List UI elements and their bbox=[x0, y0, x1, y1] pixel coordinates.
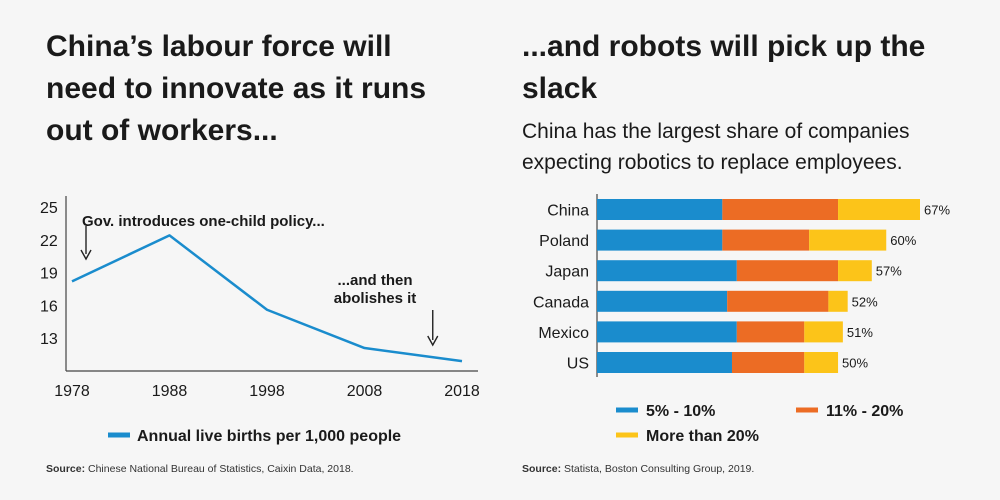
right-chart-title: ...and robots will pick up the slack bbox=[522, 30, 926, 105]
category-label: Poland bbox=[539, 233, 589, 250]
x-tick-label: 1978 bbox=[54, 383, 90, 400]
bar-segment bbox=[597, 229, 723, 251]
bar-segment bbox=[736, 260, 839, 282]
bar-segment bbox=[722, 229, 810, 251]
bar-segment bbox=[597, 199, 723, 220]
left-chart-title: China’s labour force will need to innova… bbox=[46, 30, 427, 147]
annotation-arrow-head bbox=[80, 249, 92, 261]
bar-segment bbox=[828, 290, 848, 312]
bar-total-label: 51% bbox=[847, 325, 873, 340]
left-source-note: Source: Chinese National Bureau of Stati… bbox=[46, 463, 354, 475]
y-tick-label: 13 bbox=[40, 331, 58, 348]
right-source-note: Source: Statista, Boston Consulting Grou… bbox=[522, 463, 754, 475]
bar-segment bbox=[804, 321, 843, 343]
y-tick-label: 22 bbox=[40, 233, 58, 250]
bar-segment bbox=[736, 321, 805, 343]
right-chart-subtitle: China has the largest share of companies… bbox=[522, 120, 910, 174]
bar-segment bbox=[597, 352, 732, 373]
bar-total-label: 50% bbox=[842, 356, 868, 371]
legend-label-births: Annual live births per 1,000 people bbox=[137, 428, 401, 445]
right-source-text: Statista, Boston Consulting Group, 2019. bbox=[561, 463, 755, 475]
bar-segment bbox=[597, 260, 737, 282]
category-label: Japan bbox=[545, 264, 589, 281]
bar-segment bbox=[804, 352, 839, 373]
legend-label: 11% - 20% bbox=[826, 403, 903, 420]
bar-segment bbox=[809, 229, 887, 251]
x-tick-label: 2018 bbox=[444, 383, 480, 400]
category-label: Mexico bbox=[538, 325, 589, 342]
left-source-label: Source: bbox=[46, 463, 86, 475]
category-label: US bbox=[567, 356, 589, 373]
category-label: China bbox=[547, 203, 589, 220]
bar-segment bbox=[838, 260, 872, 282]
bar-total-label: 67% bbox=[924, 203, 950, 218]
x-tick-label: 1998 bbox=[249, 383, 285, 400]
annotation-arrow-head bbox=[427, 335, 439, 347]
category-label: Canada bbox=[533, 294, 589, 311]
annotation-abolish-line2: abolishes it bbox=[334, 290, 417, 307]
bar-segment bbox=[731, 352, 805, 373]
bar-segment bbox=[722, 199, 839, 220]
legend-label: 5% - 10% bbox=[646, 403, 715, 420]
bar-segment bbox=[727, 290, 829, 312]
birth-rate-line-chart: 13 16 19 22 25 1978 1988 1998 2008 2018 Gov. intro… bbox=[40, 196, 480, 445]
bar-segment bbox=[597, 290, 728, 312]
legend-label: More than 20% bbox=[646, 428, 759, 445]
y-tick-label: 25 bbox=[40, 200, 58, 217]
x-tick-label: 1988 bbox=[152, 383, 188, 400]
right-source-label: Source: bbox=[522, 463, 562, 475]
annotation-one-child-policy: Gov. introduces one-child policy... bbox=[82, 213, 325, 230]
y-tick-label: 19 bbox=[40, 266, 58, 283]
annotation-abolish-line1: ...and then bbox=[338, 272, 413, 289]
left-source-text: Chinese National Bureau of Statistics, C… bbox=[85, 463, 354, 475]
bar-total-label: 60% bbox=[890, 233, 916, 248]
bar-total-label: 52% bbox=[852, 294, 878, 309]
birth-rate-series-line bbox=[71, 234, 463, 363]
bar-segment bbox=[597, 321, 737, 343]
x-tick-label: 2008 bbox=[347, 383, 383, 400]
bar-segment bbox=[838, 199, 920, 220]
bar-total-label: 57% bbox=[876, 264, 902, 279]
y-tick-label: 16 bbox=[40, 298, 58, 315]
